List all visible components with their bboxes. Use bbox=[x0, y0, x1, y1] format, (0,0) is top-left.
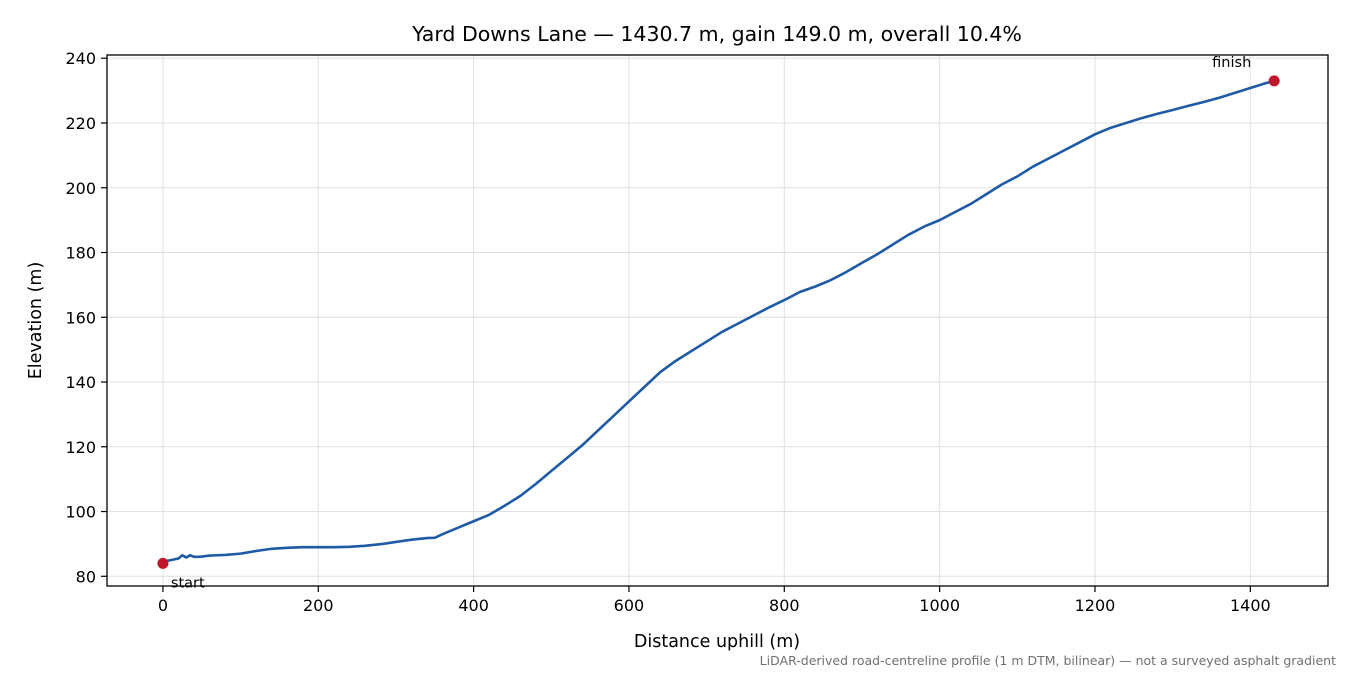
x-tick-label: 0 bbox=[158, 596, 168, 615]
x-tick-label: 1400 bbox=[1230, 596, 1271, 615]
y-tick-label: 200 bbox=[65, 179, 96, 198]
x-axis-label: Distance uphill (m) bbox=[634, 632, 800, 652]
finish-label: finish bbox=[1212, 55, 1251, 71]
plot-area: start finish bbox=[157, 55, 1280, 591]
y-tick-label: 140 bbox=[65, 373, 96, 392]
plot-frame bbox=[106, 54, 1329, 587]
finish-marker bbox=[1268, 75, 1280, 87]
y-tick-label: 180 bbox=[65, 244, 96, 263]
y-axis-label: Elevation (m) bbox=[26, 262, 46, 380]
x-tick-label: 1200 bbox=[1075, 596, 1116, 615]
start-label: start bbox=[171, 575, 205, 591]
grid-lines bbox=[107, 55, 1328, 586]
y-tick-label: 100 bbox=[65, 503, 96, 522]
start-marker bbox=[157, 557, 169, 569]
y-tick-label: 80 bbox=[76, 567, 96, 586]
y-tick-label: 120 bbox=[65, 438, 96, 457]
x-tick-label: 800 bbox=[769, 596, 800, 615]
x-tick-label: 400 bbox=[458, 596, 489, 615]
footnote: LiDAR-derived road-centreline profile (1… bbox=[760, 653, 1336, 668]
y-tick-label: 160 bbox=[65, 308, 96, 327]
axis-ticks: 0 200 400 600 800 1000 1200 1400 80 100 120 140 160 1… bbox=[65, 49, 1270, 615]
y-tick-label: 240 bbox=[65, 49, 96, 68]
elevation-line bbox=[161, 79, 1276, 564]
chart-title: Yard Downs Lane — 1430.7 m, gain 149.0 m… bbox=[411, 22, 1022, 46]
x-tick-label: 600 bbox=[614, 596, 645, 615]
x-tick-label: 1000 bbox=[919, 596, 960, 615]
y-tick-label: 220 bbox=[65, 114, 96, 133]
x-tick-label: 200 bbox=[303, 596, 334, 615]
